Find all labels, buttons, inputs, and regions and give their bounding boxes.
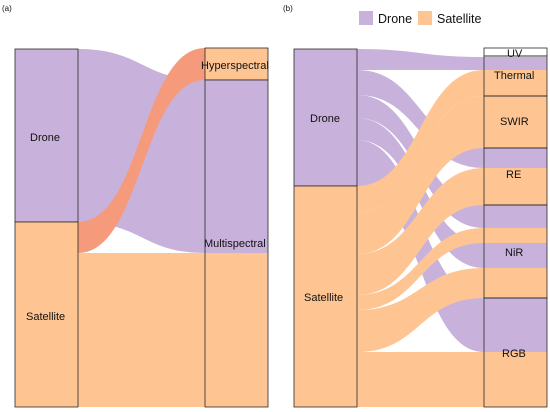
panel-b-tag: (b) bbox=[283, 4, 293, 13]
label-b-nir: NiR bbox=[505, 247, 523, 259]
node-b-satellite bbox=[293, 185, 358, 408]
node-b-nir-satellite-lower bbox=[484, 268, 547, 298]
flow-satellite-nir bbox=[357, 228, 484, 310]
panel-b: (b) D bbox=[283, 4, 548, 408]
legend: Drone Satellite bbox=[359, 11, 482, 26]
label-a-drone: Drone bbox=[30, 132, 60, 144]
panel-a-tag: (a) bbox=[2, 4, 12, 13]
node-a-multispectral-drone-part bbox=[205, 80, 268, 253]
label-b-swir: SWIR bbox=[500, 116, 529, 128]
legend-satellite-label: Satellite bbox=[437, 12, 482, 26]
node-a-multispectral-satellite-part bbox=[205, 253, 268, 407]
label-a-multispectral: Multispectral bbox=[204, 238, 266, 250]
flow-overlap-hyperspectral bbox=[78, 48, 205, 253]
node-b-drone bbox=[293, 48, 358, 187]
label-a-hyperspectral: Hyperspectral bbox=[201, 60, 269, 72]
flow-drone-uv bbox=[357, 49, 484, 70]
label-b-thermal: Thermal bbox=[494, 70, 534, 82]
legend-drone-swatch bbox=[359, 11, 373, 25]
flow-satellite-swir bbox=[357, 96, 484, 254]
node-b-nir-drone-part bbox=[484, 243, 547, 268]
node-a-drone bbox=[14, 48, 79, 223]
node-b-uv-drone-part bbox=[484, 57, 547, 70]
label-b-re: RE bbox=[506, 169, 521, 181]
node-a-satellite bbox=[14, 221, 79, 408]
node-b-re-drone-part bbox=[484, 205, 547, 228]
flow-satellite-thermal bbox=[357, 70, 484, 213]
node-b-uv-top bbox=[484, 48, 547, 57]
node-b-thermal-fill bbox=[484, 70, 547, 96]
node-b-rgb-satellite-part bbox=[484, 352, 547, 407]
flow-satellite-rgb bbox=[357, 352, 484, 407]
node-a-hyperspectral bbox=[204, 47, 269, 81]
flow-satellite-multispectral bbox=[78, 253, 205, 407]
node-b-nir-satellite-part bbox=[484, 228, 547, 243]
label-b-drone: Drone bbox=[310, 113, 340, 125]
node-b-rgb bbox=[483, 297, 548, 408]
flow-satellite-re bbox=[357, 168, 484, 295]
label-a-satellite: Satellite bbox=[26, 311, 65, 323]
node-b-swir-satellite-part bbox=[484, 96, 547, 148]
label-b-rgb: RGB bbox=[502, 348, 526, 360]
panel-a: (a) Drone Satellite Hyperspectral Multis… bbox=[2, 4, 269, 408]
label-b-satellite: Satellite bbox=[304, 292, 343, 304]
legend-satellite-swatch bbox=[418, 11, 432, 25]
node-b-swir-drone-part bbox=[484, 148, 547, 168]
label-b-uv: UV bbox=[507, 48, 523, 60]
node-b-re-satellite-part bbox=[484, 168, 547, 205]
flow-satellite-nir-lower bbox=[357, 268, 484, 352]
node-b-rgb-drone-part bbox=[484, 298, 547, 352]
legend-drone-label: Drone bbox=[378, 12, 412, 26]
node-a-multispectral bbox=[204, 79, 269, 408]
